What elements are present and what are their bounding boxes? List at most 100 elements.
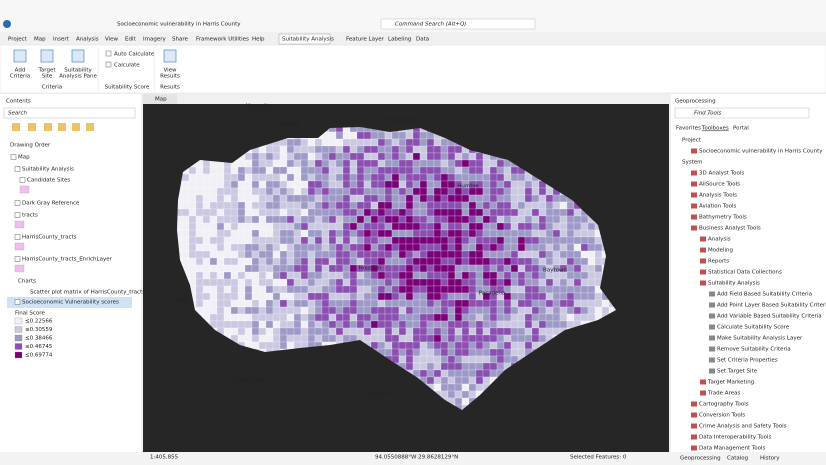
layer-checkbox[interactable] xyxy=(14,212,21,218)
map-tab-label[interactable]: Map xyxy=(155,97,167,103)
tree-item[interactable]: Data Management Tools xyxy=(699,446,766,452)
tract xyxy=(384,292,393,301)
tree-item[interactable]: Add Point Layer Based Suitability Criter… xyxy=(717,303,826,309)
button-label[interactable]: Add xyxy=(15,68,26,74)
ribbon-tab[interactable]: Map xyxy=(34,37,46,43)
tree-item[interactable]: Suitability Analysis xyxy=(708,281,760,287)
layer-name[interactable]: tracts xyxy=(22,213,38,219)
tree-item[interactable]: Remove Suitability Criteria xyxy=(717,347,791,353)
button-label[interactable]: Results xyxy=(160,74,180,80)
tree-item[interactable]: System xyxy=(682,160,703,166)
layer-checkbox[interactable] xyxy=(14,200,21,206)
layer-name[interactable]: Socioeconomic Vulnerability scores xyxy=(22,300,119,306)
active-tab[interactable] xyxy=(278,33,331,45)
button-icon[interactable] xyxy=(40,49,54,63)
pane-tab[interactable]: Favorites xyxy=(676,126,701,132)
toolbar-icon[interactable] xyxy=(86,123,94,131)
checkbox[interactable] xyxy=(105,50,112,57)
layer-checkbox[interactable] xyxy=(19,177,26,183)
tree-item[interactable]: Bathymetry Tools xyxy=(699,215,747,221)
bottom-tab[interactable]: Catalog xyxy=(727,456,748,462)
tree-item[interactable]: Calculate Suitability Score xyxy=(717,325,790,331)
tree-item[interactable]: Conversion Tools xyxy=(699,413,745,419)
tree-item[interactable]: Crime Analysis and Safety Tools xyxy=(699,424,787,430)
toolbar-icon[interactable] xyxy=(44,123,52,131)
ribbon-tab[interactable]: Framework Utilities xyxy=(196,37,249,43)
tree-item[interactable]: Socioeconomic vulnerability in Harris Co… xyxy=(699,149,823,155)
button-label[interactable]: Analysis Pane xyxy=(59,74,97,80)
button-icon[interactable] xyxy=(163,49,177,63)
toolbar-icon[interactable] xyxy=(72,123,80,131)
tree-item[interactable]: 3D Analyst Tools xyxy=(699,171,744,177)
ribbon-tab[interactable]: Analysis xyxy=(76,37,99,43)
tree-item[interactable]: Target Marketing xyxy=(707,380,754,386)
layer-checkbox[interactable] xyxy=(14,166,21,172)
map-tab[interactable] xyxy=(143,94,177,104)
layer-name[interactable]: Map xyxy=(18,155,30,161)
tree-item[interactable]: Add Variable Based Suitability Criteria xyxy=(717,314,822,320)
ribbon-tab[interactable]: Project xyxy=(8,37,28,43)
ribbon-tab[interactable]: Imagery xyxy=(143,37,166,43)
ribbon-tab[interactable]: Labeling xyxy=(388,37,411,43)
contents-search[interactable] xyxy=(3,107,136,119)
layer-checkbox[interactable] xyxy=(14,234,21,240)
layer-name[interactable]: Charts xyxy=(18,279,36,285)
find-tools[interactable] xyxy=(674,107,810,119)
layer-name[interactable]: Scatter plot matrix of HarrisCounty_trac… xyxy=(30,290,153,296)
check-label[interactable]: Auto Calculate xyxy=(114,52,155,58)
pane-tab[interactable]: Toolboxes xyxy=(701,126,729,132)
layer-checkbox[interactable] xyxy=(14,256,21,262)
tree-item[interactable]: Trade Areas xyxy=(707,391,740,397)
button-label[interactable]: Suitability xyxy=(64,68,92,74)
layer-name[interactable]: Candidate Sites xyxy=(27,178,70,184)
check-label[interactable]: Calculate xyxy=(114,63,140,69)
tree-item[interactable]: Business Analyst Tools xyxy=(699,226,761,232)
ribbon-tab[interactable]: Data xyxy=(416,37,429,43)
layer-checkbox[interactable] xyxy=(14,299,21,305)
tree-item[interactable]: Analysis xyxy=(708,237,731,243)
button-icon[interactable] xyxy=(13,49,27,63)
tree-item[interactable]: Modeling xyxy=(708,248,733,254)
pane-tab[interactable]: Portal xyxy=(733,126,749,132)
toolbar-icon[interactable] xyxy=(12,123,20,131)
toolbar-icon[interactable] xyxy=(58,123,66,131)
tract xyxy=(412,215,421,224)
layer-name[interactable]: Suitability Analysis xyxy=(22,167,74,173)
tree-item[interactable]: Project xyxy=(682,138,702,144)
tract xyxy=(258,334,267,343)
tree-item[interactable]: Analysis Tools xyxy=(699,193,737,199)
tree-item[interactable]: Set Target Site xyxy=(717,369,758,375)
tree-item[interactable]: Data Interoperability Tools xyxy=(699,435,771,441)
layer-checkbox[interactable] xyxy=(10,154,17,160)
button-label[interactable]: View xyxy=(163,68,177,74)
ribbon-tab[interactable]: View xyxy=(105,37,119,43)
tree-item[interactable]: Aviation Tools xyxy=(699,204,737,210)
button-label[interactable]: Site xyxy=(42,74,53,80)
tree-item[interactable]: Make Suitability Analysis Layer xyxy=(717,336,803,342)
checkbox[interactable] xyxy=(105,61,112,68)
ribbon-tab[interactable]: Suitability Analysis xyxy=(282,37,334,43)
command-search[interactable] xyxy=(380,18,536,30)
button-label[interactable]: Criteria xyxy=(10,74,30,80)
button-icon[interactable] xyxy=(71,49,85,63)
ribbon-tab[interactable]: Help xyxy=(252,37,265,43)
bottom-tab[interactable]: Geoprocessing xyxy=(680,456,721,462)
tract xyxy=(454,348,463,357)
tree-item[interactable]: Cartography Tools xyxy=(699,402,749,408)
tree-item[interactable]: Add Field Based Suitability Criteria xyxy=(717,292,812,298)
tree-item[interactable]: Set Criteria Properties xyxy=(717,358,778,364)
ribbon-tab[interactable]: Feature Layer xyxy=(346,37,385,43)
tree-item[interactable]: Statistical Data Collections xyxy=(708,270,782,276)
layer-name[interactable]: HarrisCounty_tracts_EnrichLayer xyxy=(22,257,113,263)
tree-item[interactable]: Reports xyxy=(708,259,729,265)
tree-item[interactable]: AllSource Tools xyxy=(699,182,740,188)
ribbon-tab[interactable]: Share xyxy=(172,37,188,43)
button-label[interactable]: Target xyxy=(37,68,56,74)
layer-name[interactable]: HarrisCounty_tracts xyxy=(22,235,77,241)
ribbon-tab[interactable]: Edit xyxy=(125,37,136,43)
ribbon-tab[interactable]: Insert xyxy=(53,37,70,43)
layer-name[interactable]: Final Score xyxy=(15,311,45,317)
layer-name[interactable]: Dark Gray Reference xyxy=(22,201,80,207)
bottom-tab[interactable]: History xyxy=(760,456,780,462)
toolbar-icon[interactable] xyxy=(28,123,36,131)
